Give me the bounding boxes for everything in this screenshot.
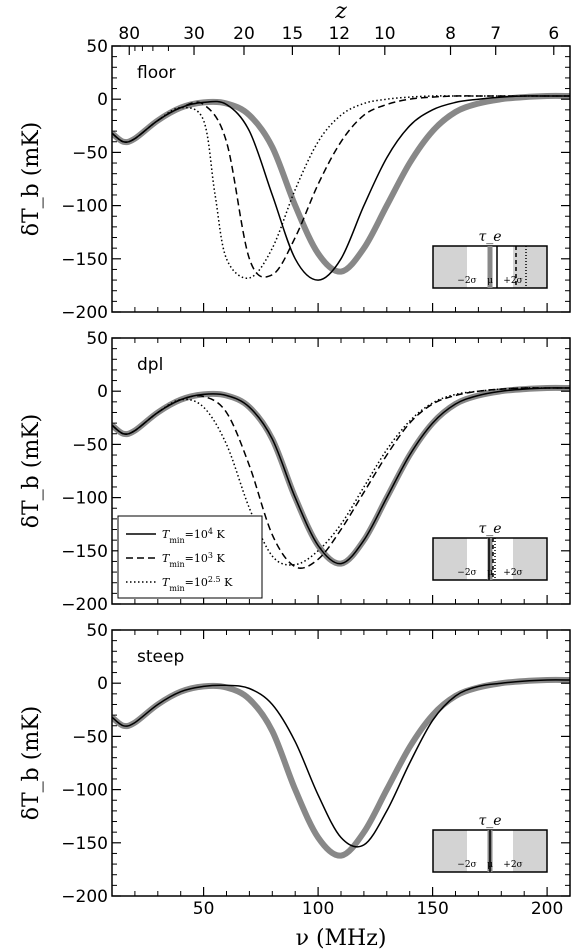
- top-tick-label: 15: [282, 24, 304, 44]
- legend-unit: K: [213, 528, 225, 541]
- y-tick-label: −150: [61, 542, 108, 562]
- y-axis-label: δT_b (mK): [19, 706, 44, 820]
- tau-inset: τ_e −2σ μ +2σ: [432, 813, 548, 873]
- x-tick-label: 100: [302, 899, 334, 919]
- legend-label: Tmin=103 K: [162, 551, 225, 569]
- y-tick-label: −200: [61, 595, 108, 615]
- y-tick-label: 50: [86, 37, 108, 57]
- y-tick-label: −50: [72, 727, 108, 747]
- y-tick-label: −200: [61, 887, 108, 907]
- legend-sub: min: [169, 536, 184, 545]
- top-tick-label: 8: [445, 24, 456, 44]
- legend-prefix: T: [162, 576, 171, 589]
- inset-title: τ_e: [478, 521, 501, 537]
- inset-label: +2σ: [503, 568, 522, 578]
- legend-prefix: T: [162, 528, 171, 541]
- y-tick-label: 50: [86, 329, 108, 349]
- curves: [112, 384, 570, 569]
- panel-floor: 50 0 −50 −100 −150 −200 floor δT_b (mK) τ_e −2σ μ +…: [19, 37, 571, 323]
- top-tick-label: 30: [183, 24, 205, 44]
- y-tick-label: −100: [61, 197, 108, 217]
- legend-eq: =10: [185, 528, 208, 541]
- y-tick-label: 0: [97, 382, 108, 402]
- inset-label: +2σ: [503, 860, 522, 870]
- panel-label: steep: [137, 647, 184, 667]
- top-tick-label: 6: [548, 24, 559, 44]
- y-tick-label: 50: [86, 621, 108, 641]
- legend-unit: K: [213, 552, 225, 565]
- curves: [112, 676, 570, 859]
- top-tick-label: 10: [374, 24, 396, 44]
- panel-label: dpl: [137, 355, 163, 375]
- top-tick-label: 7: [490, 24, 501, 44]
- legend-frame: [117, 515, 263, 599]
- x-tick-label: 200: [531, 899, 563, 919]
- series-curve-solid: [112, 679, 570, 848]
- series-curve-dotted: [112, 387, 570, 566]
- y-tick-label: 0: [97, 674, 108, 694]
- inset-label: μ: [487, 568, 493, 578]
- y-tick-label: −100: [61, 781, 108, 801]
- legend-label: Tmin=104 K: [162, 527, 225, 545]
- inset-label: μ: [487, 276, 493, 286]
- y-tick-label: −150: [61, 250, 108, 270]
- tau-inset: τ_e −2σ μ +2σ: [432, 229, 548, 289]
- panel-label: floor: [137, 63, 176, 83]
- panels: 50 0 −50 −100 −150 −200 floor δT_b (mK) τ_e −2σ μ +…: [19, 37, 571, 919]
- inset-label: −2σ: [457, 276, 476, 286]
- y-axis-label: δT_b (mK): [19, 122, 44, 236]
- legend-eq: =10: [185, 576, 208, 589]
- x-tick-label: 150: [416, 899, 448, 919]
- legend-prefix: T: [162, 552, 171, 565]
- tau-inset: τ_e −2σ μ +2σ: [432, 521, 548, 581]
- x-tick-label: 50: [193, 899, 215, 919]
- legend-sub: min: [169, 560, 184, 569]
- y-tick-label: −50: [72, 143, 108, 163]
- legend-label: Tmin=102.5 K: [162, 575, 233, 593]
- inset-label: +2σ: [503, 276, 522, 286]
- top-tick-label: 20: [233, 24, 255, 44]
- curves: [112, 92, 570, 281]
- top-tick-label: 12: [328, 24, 350, 44]
- x-axis-label: ν (MHz): [296, 926, 387, 951]
- top-axis: z 80 30 20 15 12 10 8 7 6: [118, 0, 559, 55]
- legend-exp: 3: [208, 551, 213, 560]
- legend-unit: K: [221, 576, 233, 589]
- legend-exp: 2.5: [208, 575, 221, 584]
- legend-sub: min: [169, 584, 184, 593]
- series-curve-dotted: [112, 95, 570, 279]
- panel-dpl: 50 0 −50 −100 −150 −200 dpl δT_b (mK) τ_e −2σ μ +2σ…: [19, 329, 571, 615]
- y-tick-label: −50: [72, 435, 108, 455]
- inset-title: τ_e: [478, 229, 501, 245]
- top-tick-label: 80: [118, 24, 140, 44]
- legend-eq: =10: [185, 552, 208, 565]
- y-tick-label: −200: [61, 303, 108, 323]
- inset-label: −2σ: [457, 860, 476, 870]
- y-tick-label: 0: [97, 90, 108, 110]
- panel-steep: 50 0 −50 −100 −150 −200 50 100 150 200 steep δT_b (…: [19, 621, 571, 919]
- legend-exp: 4: [208, 527, 213, 536]
- y-tick-label: −100: [61, 489, 108, 509]
- top-axis-label: z: [334, 0, 347, 24]
- inset-title: τ_e: [478, 813, 501, 829]
- y-tick-label: −150: [61, 834, 108, 854]
- y-axis-label: δT_b (mK): [19, 414, 44, 528]
- inset-label: μ: [487, 860, 493, 870]
- inset-label: −2σ: [457, 568, 476, 578]
